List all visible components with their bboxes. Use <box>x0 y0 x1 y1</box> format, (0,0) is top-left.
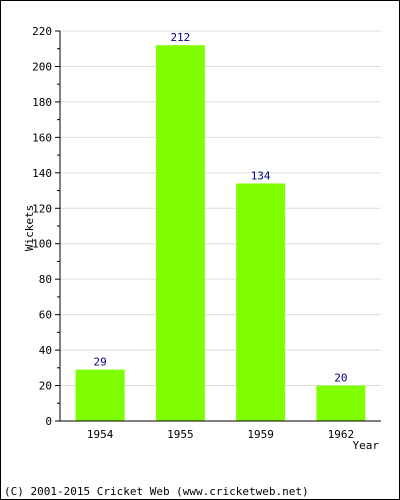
bar-1954 <box>75 369 125 421</box>
x-tick-label-1954: 1954 <box>87 428 114 441</box>
copyright-footer: (C) 2001-2015 Cricket Web (www.cricketwe… <box>4 485 309 498</box>
axes <box>55 30 381 422</box>
bar-1962 <box>316 385 366 421</box>
bar-1955 <box>155 45 205 421</box>
y-tick-label: 0 <box>45 415 52 428</box>
data-label-1955: 212 <box>170 31 190 44</box>
data-label-1959: 134 <box>251 169 271 182</box>
y-tick-label: 120 <box>32 202 52 215</box>
data-label-1954: 29 <box>94 356 107 369</box>
y-tick-label: 80 <box>39 273 52 286</box>
bar-1959 <box>236 183 286 421</box>
y-tick-labels: 0 20 40 60 80 100 120 140 160 180 200 220 <box>32 25 52 428</box>
y-tick-label: 100 <box>32 238 52 251</box>
y-tick-label: 180 <box>32 96 52 109</box>
x-tick-label-1959: 1959 <box>247 428 274 441</box>
x-tick-label-1962: 1962 <box>328 428 355 441</box>
y-tick-label: 140 <box>32 167 52 180</box>
y-tick-label: 160 <box>32 131 52 144</box>
x-tick-labels: 1954 1955 1959 1962 <box>87 428 354 441</box>
y-tick-label: 60 <box>39 309 52 322</box>
y-tick-label: 200 <box>32 60 52 73</box>
y-axis-label: Wickets <box>23 205 36 251</box>
bars <box>75 45 366 421</box>
data-labels: 29 212 134 20 <box>94 31 348 384</box>
y-tick-label: 220 <box>32 25 52 38</box>
x-tick-label-1955: 1955 <box>167 428 194 441</box>
x-axis-label: Year <box>353 439 380 452</box>
y-tick-label: 20 <box>39 380 52 393</box>
y-tick-label: 40 <box>39 344 52 357</box>
grid-lines <box>60 30 381 387</box>
data-label-1962: 20 <box>334 372 347 385</box>
